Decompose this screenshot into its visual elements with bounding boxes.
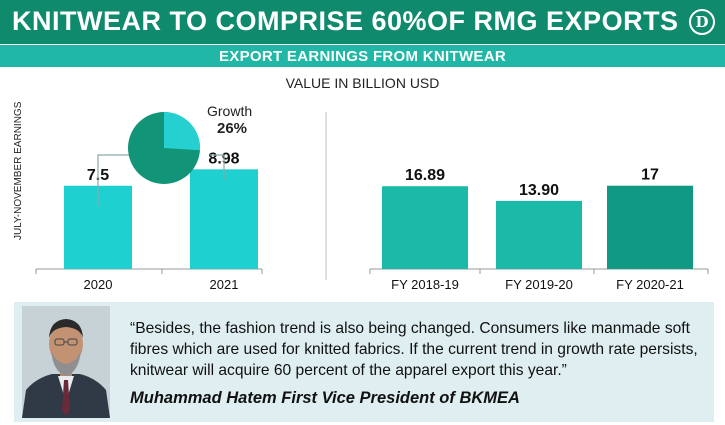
left-bar-2021 bbox=[190, 169, 258, 269]
left-bar-tick-label: 2020 bbox=[84, 277, 113, 292]
page-title: KNITWEAR TO COMPRISE 60%OF RMG EXPORTS bbox=[12, 6, 679, 36]
left-chart-ylabel: JULY-NOVEMBER EARNINGS bbox=[13, 101, 24, 240]
quote-box bbox=[14, 302, 714, 422]
header-bar bbox=[0, 0, 725, 44]
right-bar-data-label: 17 bbox=[641, 167, 659, 184]
right-bar-FY-2020-21 bbox=[607, 185, 693, 269]
pie-series-label: Growth bbox=[207, 103, 252, 119]
quote-author: Muhammad Hatem First Vice President of B… bbox=[130, 389, 520, 407]
right-bar-data-label: 13.90 bbox=[519, 182, 559, 199]
right-bar-tick-label: FY 2020-21 bbox=[616, 277, 684, 292]
quote-text: “Besides, the fashion trend is also bein… bbox=[130, 320, 698, 379]
right-bar-tick-label: FY 2019-20 bbox=[505, 277, 573, 292]
pie-connector-line bbox=[210, 154, 225, 180]
right-bar-data-label: 16.89 bbox=[405, 167, 445, 184]
right-bar-tick-label: FY 2018-19 bbox=[391, 277, 459, 292]
pie-data-label: 26% bbox=[217, 120, 247, 137]
subtitle-band bbox=[0, 45, 725, 67]
pie-slice-growth bbox=[164, 112, 200, 151]
speaker-photo bbox=[22, 306, 110, 418]
chart-subtitle: EXPORT EARNINGS FROM KNITWEAR bbox=[218, 48, 507, 65]
value-unit-label: VALUE IN BILLION USD bbox=[285, 75, 440, 91]
right-bar-FY-2019-20 bbox=[496, 200, 582, 269]
right-bar-FY-2018-19 bbox=[382, 186, 468, 269]
left-bar-tick-label: 2021 bbox=[210, 277, 239, 292]
publisher-logo-icon: D bbox=[689, 9, 715, 35]
